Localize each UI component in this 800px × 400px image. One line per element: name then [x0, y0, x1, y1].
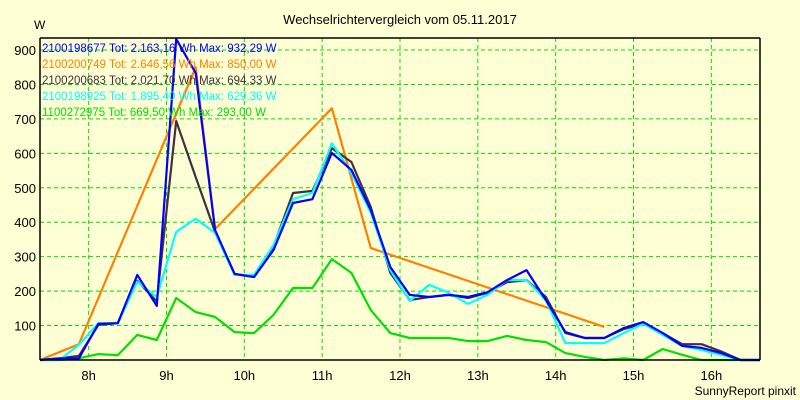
legend-entry: 2100200749 Tot: 2.646,56 Wh Max: 850,00 … — [42, 59, 277, 71]
footer-credit: SunnyReport pinxit — [695, 384, 797, 398]
x-tick-label: 10h — [233, 368, 255, 383]
y-tick-label: 500 — [14, 181, 36, 196]
series-line-2100198677 — [39, 37, 760, 362]
x-tick-label: 8h — [81, 368, 95, 383]
y-tick-label: 200 — [14, 284, 36, 299]
x-tick-label: 15h — [623, 368, 645, 383]
x-tick-label: 14h — [545, 368, 567, 383]
x-tick-label: 13h — [467, 368, 489, 383]
y-axis-label: W — [34, 18, 46, 32]
x-tick-label: 9h — [159, 368, 173, 383]
y-tick-label: 400 — [14, 215, 36, 230]
y-tick-label: 800 — [14, 77, 36, 92]
legend-entry: 2100198925 Tot: 1.895,40 Wh Max: 629,36 … — [42, 91, 277, 103]
x-tick-label: 12h — [389, 368, 411, 383]
legend-entry: 2100200683 Tot: 2.021,70 Wh Max: 694,33 … — [42, 75, 277, 87]
y-tick-label: 900 — [14, 43, 36, 58]
tick-labels: 8h 9h 10h 11h 12h 13h 14h 15h 16h 100 200 300 400 500… — [14, 43, 722, 383]
y-tick-label: 700 — [14, 112, 36, 127]
legend: 2100198677 Tot: 2.163,16 Wh Max: 932,29 … — [42, 43, 277, 119]
y-tick-label: 100 — [14, 319, 36, 334]
y-tick-label: 600 — [14, 146, 36, 161]
series-line-2100198925 — [40, 142, 760, 362]
legend-entry: 2100198677 Tot: 2.163,16 Wh Max: 932,29 … — [42, 43, 277, 55]
chart-title: Wechselrichtervergleich vom 05.11.2017 — [283, 12, 517, 27]
legend-entry: 1100272975 Tot: 669,50 Wh Max: 293,00 W — [42, 107, 266, 119]
axes — [39, 37, 761, 361]
x-tick-label: 16h — [700, 368, 722, 383]
y-tick-label: 300 — [14, 250, 36, 265]
x-tick-label: 11h — [312, 368, 333, 383]
